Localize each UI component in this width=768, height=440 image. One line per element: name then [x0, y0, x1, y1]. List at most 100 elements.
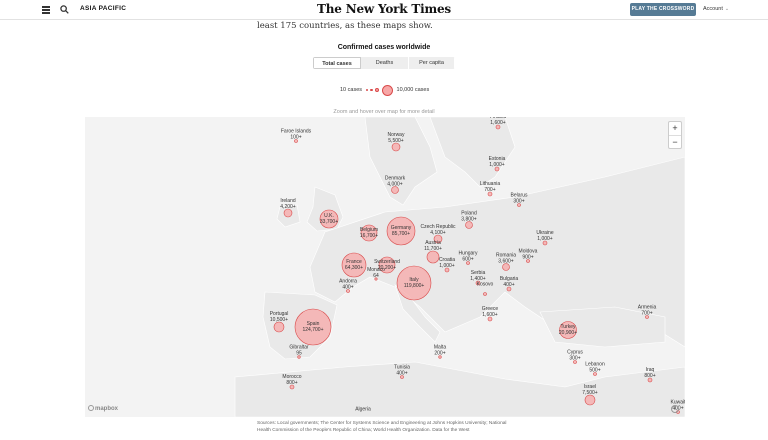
label-belarus: Belarus — [511, 193, 528, 199]
mapbox-logo[interactable]: mapbox — [88, 405, 118, 412]
bubble-moldova[interactable] — [526, 259, 530, 263]
label-poland: Poland — [461, 211, 477, 217]
value-italy: 119,800+ — [404, 283, 425, 289]
value-ireland: 4,200+ — [280, 204, 296, 210]
bubble-lithuania[interactable] — [487, 191, 493, 197]
bubble-armenia[interactable] — [645, 315, 649, 319]
tab-total-cases[interactable]: Total cases — [313, 57, 361, 69]
bubble-morocco[interactable] — [289, 384, 295, 390]
masthead-logo[interactable]: The New York Times — [317, 2, 451, 16]
zoom-in-button[interactable]: + — [672, 123, 678, 133]
label-moldova: Moldova — [519, 249, 538, 255]
value-andorra: 400+ — [342, 285, 353, 291]
label-algeria: Algeria — [355, 407, 371, 413]
value-lebanon: 500+ — [589, 368, 600, 374]
bubble-poland[interactable] — [465, 221, 473, 229]
label-gibraltar: Gibraltar — [289, 345, 309, 351]
bubble-greece[interactable] — [487, 316, 493, 322]
legend-min-label: 10 cases — [340, 87, 363, 93]
label-kuwait: Kuwait — [670, 400, 685, 406]
label-croatia: Croatia — [439, 257, 455, 263]
value-morocco: 800+ — [286, 380, 297, 386]
chevron-down-icon: ⌄ — [724, 6, 730, 12]
bubble-faroe-islands[interactable] — [294, 139, 298, 143]
land-shapes — [234, 117, 685, 417]
label-andorra: Andorra — [339, 279, 357, 285]
info-icon[interactable]: i — [671, 405, 679, 413]
bubble-serbia[interactable] — [475, 280, 481, 286]
label-iraq: Iraq — [646, 367, 655, 373]
bubble-austria[interactable] — [426, 250, 440, 264]
label-serbia: Serbia — [471, 270, 486, 276]
bubble-denmark[interactable] — [391, 186, 399, 194]
label-ukraine: Ukraine — [536, 230, 553, 236]
cases-map[interactable]: Faroe Islands 100+ Norway 5,500+ Finland 1,60… — [85, 117, 685, 417]
bubble-iraq[interactable] — [647, 377, 653, 383]
bubble-belarus[interactable] — [517, 203, 521, 207]
value-lithuania: 700+ — [484, 187, 495, 193]
value-cyprus: 300+ — [569, 356, 580, 362]
hamburger-menu-icon[interactable] — [42, 6, 50, 14]
value-croatia: 1,000+ — [439, 263, 455, 269]
bubble-lebanon[interactable] — [593, 372, 597, 376]
tab-deaths[interactable]: Deaths — [361, 57, 409, 69]
bubble-portugal[interactable] — [273, 321, 285, 333]
value-armenia: 700+ — [641, 311, 652, 317]
map-hint: Zoom and hover over map for more detail — [333, 109, 435, 115]
bubble-croatia[interactable] — [444, 267, 450, 273]
label-czech-republic: Czech Republic — [420, 224, 456, 230]
bubble-czech-republic[interactable] — [433, 234, 443, 244]
label-ireland: Ireland — [280, 198, 296, 204]
bubble-israel[interactable] — [584, 394, 596, 406]
bubble-ukraine[interactable] — [542, 240, 548, 246]
bubble-turkey[interactable] — [559, 321, 577, 339]
value-romania: 3,600+ — [498, 259, 514, 265]
value-ukraine: 1,000+ — [537, 236, 553, 242]
value-u-k: 33,700+ — [320, 219, 338, 225]
bubble-italy[interactable] — [396, 265, 432, 301]
bubble-switzerland[interactable] — [378, 256, 396, 274]
bubble-andorra[interactable] — [346, 289, 350, 293]
metric-tabs: Total cases Deaths Per capita — [313, 57, 455, 69]
bubble-cyprus[interactable] — [573, 360, 577, 364]
bubble-germany[interactable] — [386, 216, 416, 246]
label-kosovo: Kosovo — [477, 282, 494, 288]
bubble-hungary[interactable] — [466, 261, 470, 265]
value-tunisia: 400+ — [396, 371, 407, 377]
play-crossword-button[interactable]: PLAY THE CROSSWORD — [630, 3, 696, 16]
bubble-norway[interactable] — [391, 142, 401, 152]
top-bar: ASIA PACIFIC The New York Times PLAY THE… — [0, 0, 768, 20]
bubble-bulgaria[interactable] — [506, 286, 512, 292]
label-lithuania: Lithuania — [480, 181, 501, 187]
bubble-kosovo[interactable] — [483, 292, 487, 296]
bubble-tunisia[interactable] — [400, 375, 404, 379]
section-label[interactable]: ASIA PACIFIC — [80, 5, 127, 12]
bubble-belgium[interactable] — [360, 224, 378, 242]
value-czech-republic: 4,100+ — [430, 230, 446, 236]
label-faroe-islands: Faroe Islands — [281, 129, 312, 135]
zoom-out-button[interactable]: − — [669, 135, 681, 148]
legend-max-label: 10,000 cases — [396, 87, 430, 93]
label-bulgaria: Bulgaria — [500, 276, 519, 282]
bubble-gibraltar[interactable] — [297, 355, 301, 359]
label-portugal: Portugal — [270, 311, 289, 317]
bubble-finland[interactable] — [495, 124, 501, 130]
label-romania: Romania — [496, 253, 516, 259]
label-hungary: Hungary — [459, 251, 478, 257]
label-malta: Malta — [434, 345, 446, 351]
bubble-spain[interactable] — [294, 308, 332, 346]
bubble-romania[interactable] — [502, 263, 510, 271]
account-menu[interactable]: Account ⌄ — [703, 6, 729, 12]
account-label: Account — [703, 6, 723, 12]
bubble-u-k[interactable] — [319, 209, 339, 229]
bubble-monaco[interactable] — [374, 277, 378, 281]
tab-per-capita[interactable]: Per capita — [409, 57, 455, 69]
value-iraq: 800+ — [644, 373, 655, 379]
bubble-estonia[interactable] — [494, 166, 500, 172]
search-icon[interactable] — [60, 5, 69, 14]
bubble-malta[interactable] — [438, 355, 442, 359]
value-malta: 200+ — [434, 351, 445, 357]
legend-dot-large — [381, 84, 393, 96]
bubble-france[interactable] — [341, 252, 367, 278]
bubble-ireland[interactable] — [283, 208, 293, 218]
